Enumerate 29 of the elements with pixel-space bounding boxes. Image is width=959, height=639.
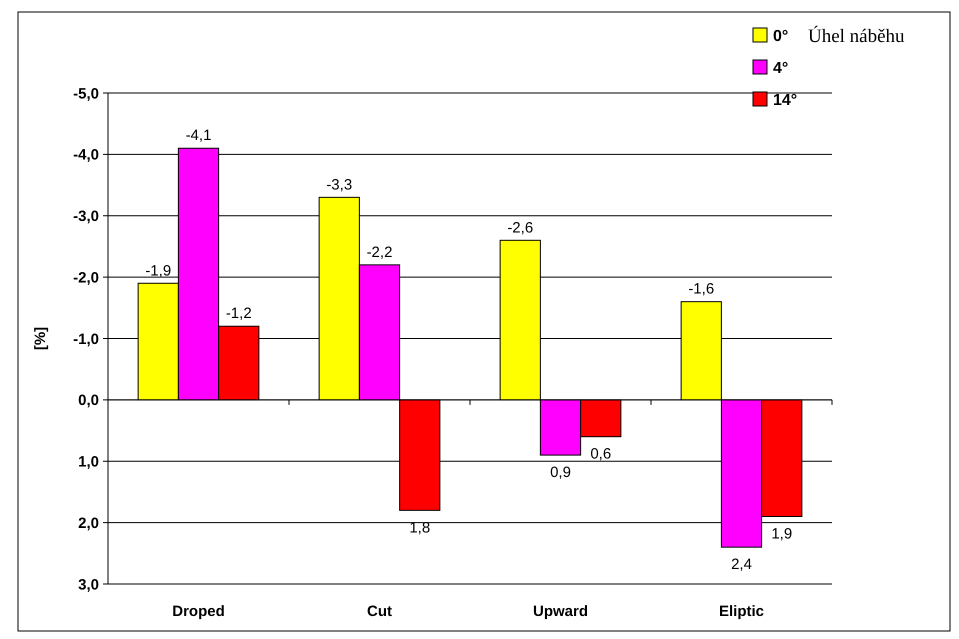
legend-title: Úhel náběhu (808, 25, 906, 47)
data-label: -1,9 (145, 262, 172, 280)
y-tick-label: -5,0 (73, 85, 99, 102)
y-tick-label: -3,0 (73, 208, 99, 225)
x-tick-label: Upward (532, 603, 588, 620)
data-label: 2,4 (731, 556, 752, 574)
data-label: -1,6 (688, 280, 714, 298)
data-label: -2,6 (507, 219, 534, 236)
y-tick-label: 2,0 (78, 514, 99, 532)
data-label: 1,9 (771, 525, 792, 542)
data-label: 0,6 (590, 446, 612, 463)
y-tick-label: -2,0 (73, 269, 99, 286)
legend-label: 14° (773, 92, 798, 109)
y-tick-label: 1,0 (78, 454, 99, 470)
y-tick-label: -1,0 (73, 330, 99, 348)
y-tick-label: 3,0 (78, 576, 99, 594)
data-label: -4,1 (186, 127, 212, 144)
data-label: -2,2 (366, 244, 392, 261)
x-tick-label: Cut (367, 603, 392, 620)
y-axis-title: [%] (32, 326, 49, 350)
x-tick-label: Droped (172, 603, 225, 620)
x-tick-label: Eliptic (718, 603, 764, 620)
data-label: -1,2 (226, 305, 252, 322)
data-label: 0,9 (550, 464, 571, 482)
legend-label: 0° (773, 28, 788, 45)
y-tick-label: 0,0 (78, 392, 99, 410)
data-label: -3,3 (326, 176, 352, 194)
y-tick-label: -4,0 (73, 146, 99, 164)
legend-label: 4° (773, 60, 788, 77)
